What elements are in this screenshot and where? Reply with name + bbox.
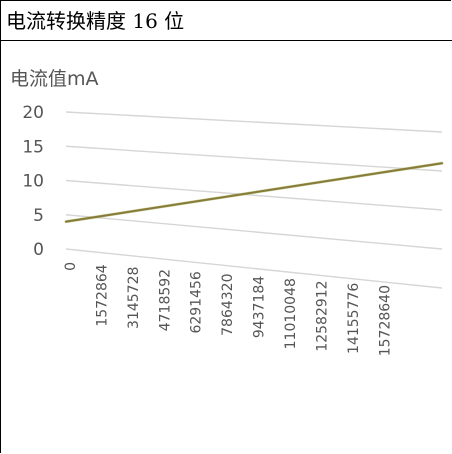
x-tick-label: 9437184 (252, 276, 268, 338)
gridline-5 (65, 214, 443, 250)
gridlines (65, 111, 443, 289)
y-tick-label: 5 (33, 206, 44, 226)
series-lines (64, 161, 444, 224)
x-tick-label: 15728640 (377, 285, 393, 356)
y-tick-label: 10 (22, 172, 44, 192)
y-tick-label: 0 (33, 240, 44, 260)
gridline-20 (65, 111, 443, 133)
y-tick-label: 20 (22, 103, 44, 123)
caption-divider (0, 40, 452, 41)
x-tick-labels: 0 1572864 3145728 4718592 6291456 7864320 9437… (63, 262, 393, 356)
y-tick-labels: 0 5 10 15 20 (22, 103, 44, 260)
gridline-0 (65, 248, 443, 289)
x-tick-label: 14155776 (346, 283, 362, 354)
gridline-15 (65, 145, 443, 172)
x-tick-label: 6291456 (189, 271, 205, 333)
x-tick-label: 7864320 (220, 274, 236, 336)
x-tick-label: 4718592 (157, 269, 173, 331)
x-tick-label: 11010048 (283, 278, 299, 349)
x-tick-label: 3145728 (126, 267, 142, 329)
y-axis-title: 电流值mA (10, 68, 99, 90)
series-line (65, 162, 443, 223)
figure-caption: 电流转换精度 16 位 (6, 9, 185, 33)
y-tick-label: 15 (22, 137, 44, 157)
x-tick-label: 0 (63, 262, 79, 271)
x-tick-label: 12582912 (314, 280, 330, 351)
x-tick-label: 1572864 (94, 264, 110, 326)
gridline-10 (65, 179, 443, 211)
